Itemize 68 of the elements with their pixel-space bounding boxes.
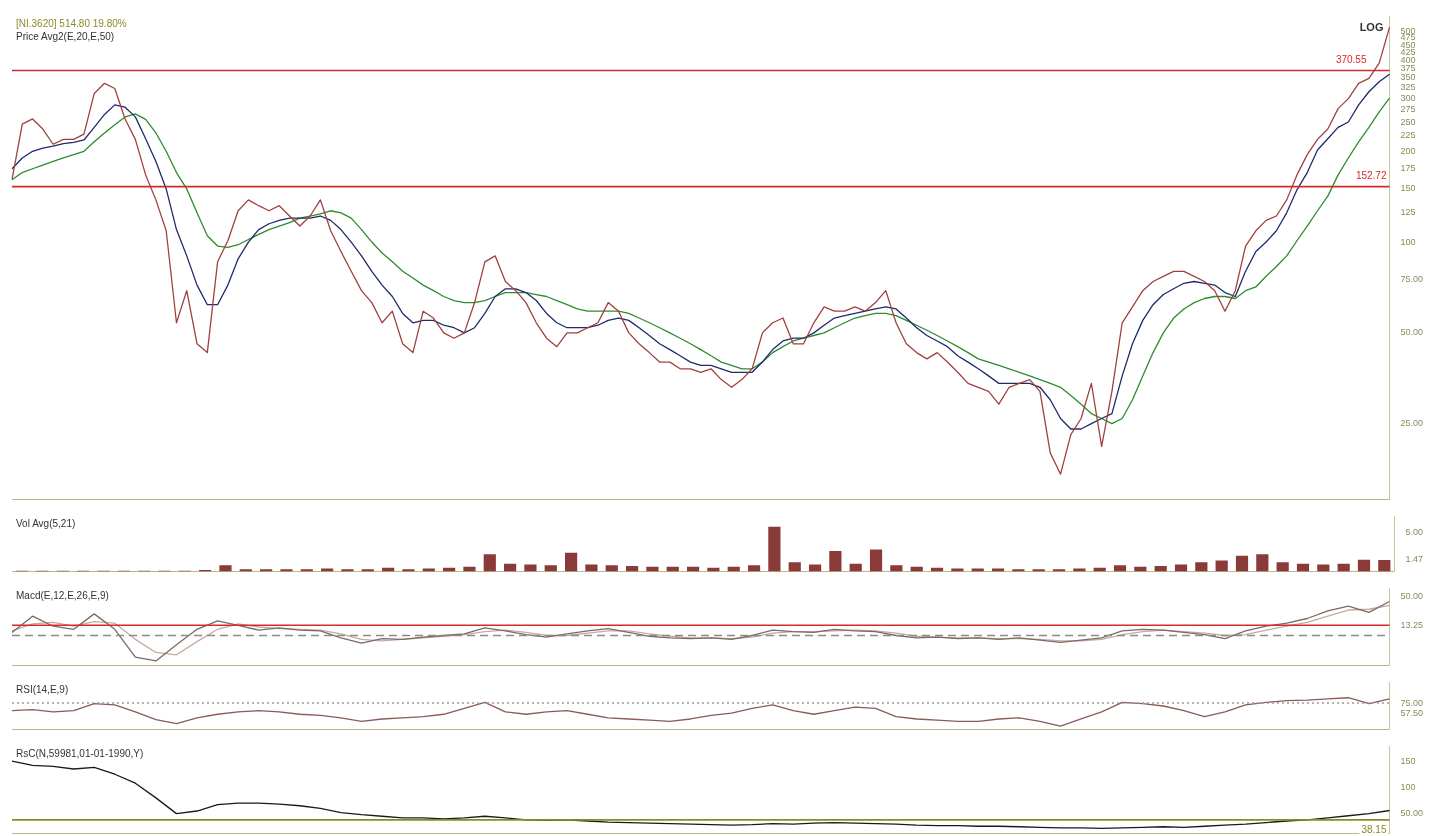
chart-title: RsC(N,59981,01-01-1990,Y) xyxy=(16,748,144,760)
y-tick-label: 150 xyxy=(1400,183,1416,194)
y-tick-label: 275 xyxy=(1400,104,1416,115)
ref-line-label: 370.55 xyxy=(1335,54,1367,66)
bar xyxy=(971,568,984,572)
bar xyxy=(1113,565,1127,572)
bar xyxy=(219,565,232,572)
y-tick-label: 375 xyxy=(1400,63,1416,74)
text: Price Avg2(E,20,E,50) xyxy=(16,31,115,43)
chart-title: RSI(14,E,9) xyxy=(16,684,69,696)
y-tick-label: 175 xyxy=(1400,163,1416,174)
y-tick-label: 325 xyxy=(1400,82,1416,93)
bar xyxy=(585,564,598,572)
bar xyxy=(625,566,639,572)
bar xyxy=(422,568,435,572)
y-tick-label: 200 xyxy=(1400,145,1416,156)
y-tick-label: 350 xyxy=(1400,72,1416,83)
bar xyxy=(646,566,659,572)
y-tick-label: 57.50 xyxy=(1400,707,1424,718)
bar xyxy=(1073,568,1086,572)
y-tick-label: 150 xyxy=(1400,755,1416,766)
y-tick-label: 300 xyxy=(1400,92,1416,103)
chart-title: Macd(E,12,E,26,E,9) xyxy=(16,590,109,602)
y-tick-label: 100 xyxy=(1400,236,1416,247)
bar xyxy=(788,562,801,572)
y-tick-label: 13.25 xyxy=(1400,619,1424,630)
chart-title: Vol Avg(5,21) xyxy=(16,518,76,530)
y-tick-label: 100 xyxy=(1400,781,1416,792)
bar xyxy=(747,565,761,572)
bar xyxy=(341,569,354,572)
bar xyxy=(768,526,781,572)
bar xyxy=(991,568,1005,572)
bar xyxy=(483,554,496,572)
bar xyxy=(829,551,842,572)
y-tick-label: 75.00 xyxy=(1400,697,1424,708)
y-tick-label: 75.00 xyxy=(1400,274,1424,285)
annotation: LOG xyxy=(1359,20,1384,33)
y-tick-label: 225 xyxy=(1400,130,1416,141)
bar xyxy=(1357,559,1371,572)
bar xyxy=(524,564,537,572)
bar xyxy=(1195,562,1208,572)
bar xyxy=(951,568,964,572)
bar xyxy=(564,552,578,572)
bar xyxy=(869,549,883,572)
y-tick-label: 125 xyxy=(1400,207,1416,218)
y-tick-label: 1.47 xyxy=(1405,554,1424,565)
bar xyxy=(1378,560,1391,572)
ref-line-label: 152.72 xyxy=(1355,170,1387,182)
bar xyxy=(1256,554,1269,572)
y-tick-label: 50.00 xyxy=(1400,808,1424,819)
bar xyxy=(1154,566,1167,572)
y-tick-label: 50.00 xyxy=(1400,591,1424,602)
bar xyxy=(321,568,334,572)
bar xyxy=(402,569,415,572)
bar xyxy=(1276,562,1289,572)
bar xyxy=(890,565,903,572)
bar xyxy=(280,569,293,572)
bar xyxy=(605,565,618,572)
y-tick-label: 450 xyxy=(1400,39,1416,50)
bar xyxy=(463,566,476,572)
ref-line-label: 38.15 xyxy=(1361,823,1387,835)
y-tick-label: 250 xyxy=(1400,116,1416,127)
chart-subtitle: [NI.3620] 514.80 19.80% xyxy=(16,18,127,30)
bar xyxy=(544,565,557,572)
y-tick-label: 5.00 xyxy=(1405,526,1424,537)
y-tick-label: 50.00 xyxy=(1400,327,1424,338)
bar xyxy=(1235,555,1249,572)
y-tick-label: 25.00 xyxy=(1400,418,1424,429)
